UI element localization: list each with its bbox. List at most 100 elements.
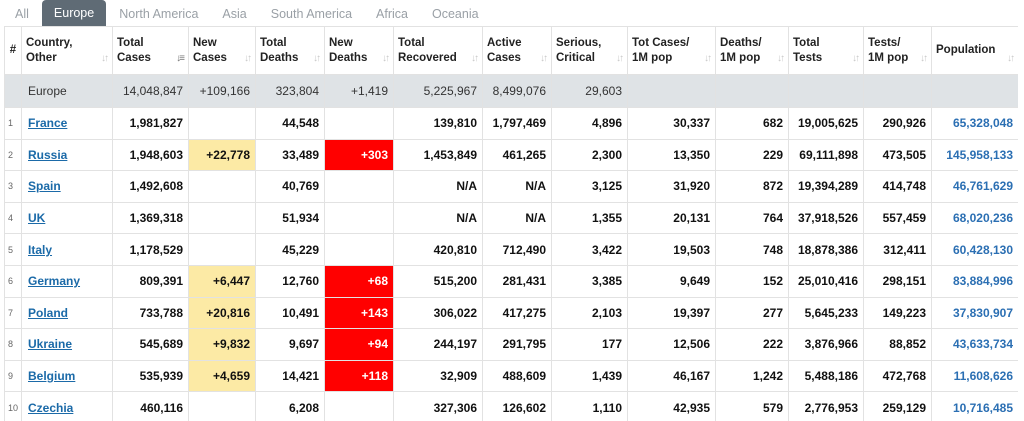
tab-europe[interactable]: Europe xyxy=(41,0,107,26)
table-row: 10 Czechia 460,116 6,208 327,306 126,602 1,110… xyxy=(4,391,1018,421)
cell-serious: 2,300 xyxy=(551,138,628,172)
cell-active-cases: 461,265 xyxy=(482,138,552,172)
cell-total-deaths: 14,421 xyxy=(255,359,325,393)
col-header-new-cases[interactable]: New Cases ↓↑ xyxy=(188,26,256,75)
col-header-total-tests[interactable]: Total Tests ↓↑ xyxy=(788,26,864,75)
header-row: # Country, Other ↓↑ Total Cases ↓≡ New Cases ↓… xyxy=(4,26,1018,75)
continent-new-cases: +109,166 xyxy=(188,74,256,108)
cell-total-recovered: 515,200 xyxy=(393,264,483,298)
cell-serious: 3,422 xyxy=(551,233,628,266)
cell-new-deaths: +118 xyxy=(324,359,394,393)
tab-north-america[interactable]: North America xyxy=(119,7,199,21)
tab-africa[interactable]: Africa xyxy=(376,7,408,21)
cell-active-cases: N/A xyxy=(482,201,552,235)
country-link[interactable]: UK xyxy=(28,211,46,226)
cell-total-deaths: 12,760 xyxy=(255,264,325,298)
cell-total-recovered: 306,022 xyxy=(393,296,483,330)
sort-icon: ↓↑ xyxy=(244,53,252,64)
cell-idx: 2 xyxy=(4,138,22,172)
covid-table-container[interactable]: # Country, Other ↓↑ Total Cases ↓≡ New Cases ↓… xyxy=(4,26,1018,421)
country-link[interactable]: Spain xyxy=(28,179,61,194)
col-header-tests-per-million[interactable]: Tests/1M pop ↓↑ xyxy=(863,26,932,75)
cell-tests-per-m: 298,151 xyxy=(863,264,932,298)
cell-new-deaths: +143 xyxy=(324,296,394,330)
sort-icon: ↓↑ xyxy=(616,53,624,64)
country-link[interactable]: Italy xyxy=(28,242,53,257)
sort-icon: ↓↑ xyxy=(540,53,548,64)
tab-all[interactable]: All xyxy=(15,7,29,21)
col-header-active-cases[interactable]: Active Cases ↓↑ xyxy=(482,26,552,75)
col-header-total-cases[interactable]: Total Cases ↓≡ xyxy=(112,26,189,75)
cell-total-recovered: 1,453,849 xyxy=(393,138,483,172)
cell-total-cases: 1,178,529 xyxy=(112,233,189,266)
cell-new-cases: +4,659 xyxy=(188,359,256,393)
cell-population: 37,830,907 xyxy=(931,296,1018,330)
cell-total-recovered: 244,197 xyxy=(393,328,483,361)
cell-total-tests: 5,645,233 xyxy=(788,296,864,330)
country-link[interactable]: Russia xyxy=(28,147,68,162)
cell-population: 68,020,236 xyxy=(931,201,1018,235)
sort-icon: ↓↑ xyxy=(852,53,860,64)
cell-total-deaths: 44,548 xyxy=(255,107,325,140)
tab-south-america[interactable]: South America xyxy=(270,7,353,21)
cell-deaths-per-m: 222 xyxy=(715,328,789,361)
continent-serious: 29,603 xyxy=(551,74,628,108)
country-link[interactable]: Czechia xyxy=(28,400,74,415)
sort-desc-icon: ↓≡ xyxy=(176,53,185,64)
continent-name: Europe xyxy=(21,74,113,108)
covid-table: # Country, Other ↓↑ Total Cases ↓≡ New Cases ↓… xyxy=(4,26,1018,421)
country-link[interactable]: Poland xyxy=(28,305,69,320)
continent-total-deaths: 323,804 xyxy=(255,74,325,108)
col-header-deaths-per-million[interactable]: Deaths/1M pop ↓↑ xyxy=(715,26,789,75)
cell-active-cases: 712,490 xyxy=(482,233,552,266)
cell-serious: 4,896 xyxy=(551,107,628,140)
cell-new-deaths: +68 xyxy=(324,264,394,298)
tab-oceania[interactable]: Oceania xyxy=(432,7,479,21)
col-header-total-deaths[interactable]: Total Deaths ↓↑ xyxy=(255,26,325,75)
cell-new-cases xyxy=(188,170,256,203)
cell-serious: 1,110 xyxy=(551,391,628,421)
cell-tests-per-m: 88,852 xyxy=(863,328,932,361)
cell-new-cases xyxy=(188,391,256,421)
cell-total-cases: 733,788 xyxy=(112,296,189,330)
cell-cases-per-m: 12,506 xyxy=(627,328,716,361)
cell-total-deaths: 40,769 xyxy=(255,170,325,203)
country-link[interactable]: Germany xyxy=(28,274,81,289)
table-row: 3 Spain 1,492,608 40,769 N/A N/A 3,125 31,920 87… xyxy=(4,170,1018,203)
cell-cases-per-m: 9,649 xyxy=(627,264,716,298)
country-link[interactable]: Belgium xyxy=(28,369,76,384)
cell-total-recovered: N/A xyxy=(393,170,483,203)
cell-cases-per-m: 19,503 xyxy=(627,233,716,266)
cell-country: France xyxy=(21,107,113,140)
country-link[interactable]: Ukraine xyxy=(28,337,73,352)
cell-deaths-per-m: 748 xyxy=(715,233,789,266)
cell-total-tests: 5,488,186 xyxy=(788,359,864,393)
cell-new-cases: +9,832 xyxy=(188,328,256,361)
col-header-total-recovered[interactable]: Total Recovered ↓↑ xyxy=(393,26,483,75)
cell-total-cases: 809,391 xyxy=(112,264,189,298)
cell-serious: 3,385 xyxy=(551,264,628,298)
cell-active-cases: 291,795 xyxy=(482,328,552,361)
col-header-country[interactable]: Country, Other ↓↑ xyxy=(21,26,113,75)
col-header-population[interactable]: Population ↓↑ xyxy=(931,26,1018,75)
cell-tests-per-m: 149,223 xyxy=(863,296,932,330)
table-row: 8 Ukraine 545,689 +9,832 9,697 +94 244,197 291,… xyxy=(4,328,1018,361)
col-header-serious-critical[interactable]: Serious, Critical ↓↑ xyxy=(551,26,628,75)
cell-cases-per-m: 19,397 xyxy=(627,296,716,330)
cell-idx: 4 xyxy=(4,201,22,235)
cell-new-cases xyxy=(188,233,256,266)
col-header-new-deaths[interactable]: New Deaths ↓↑ xyxy=(324,26,394,75)
cell-idx: 10 xyxy=(4,391,22,421)
cell-new-deaths xyxy=(324,201,394,235)
col-header-cases-per-million[interactable]: Tot Cases/1M pop ↓↑ xyxy=(627,26,716,75)
continent-active-cases: 8,499,076 xyxy=(482,74,552,108)
cell-active-cases: 417,275 xyxy=(482,296,552,330)
cell-total-cases: 1,948,603 xyxy=(112,138,189,172)
table-row: 9 Belgium 535,939 +4,659 14,421 +118 32,909 488… xyxy=(4,359,1018,393)
table-row: 6 Germany 809,391 +6,447 12,760 +68 515,200 281… xyxy=(4,264,1018,298)
cell-cases-per-m: 13,350 xyxy=(627,138,716,172)
continent-total-recovered: 5,225,967 xyxy=(393,74,483,108)
country-link[interactable]: France xyxy=(28,116,68,131)
tab-asia[interactable]: Asia xyxy=(222,7,247,21)
cell-new-deaths xyxy=(324,170,394,203)
